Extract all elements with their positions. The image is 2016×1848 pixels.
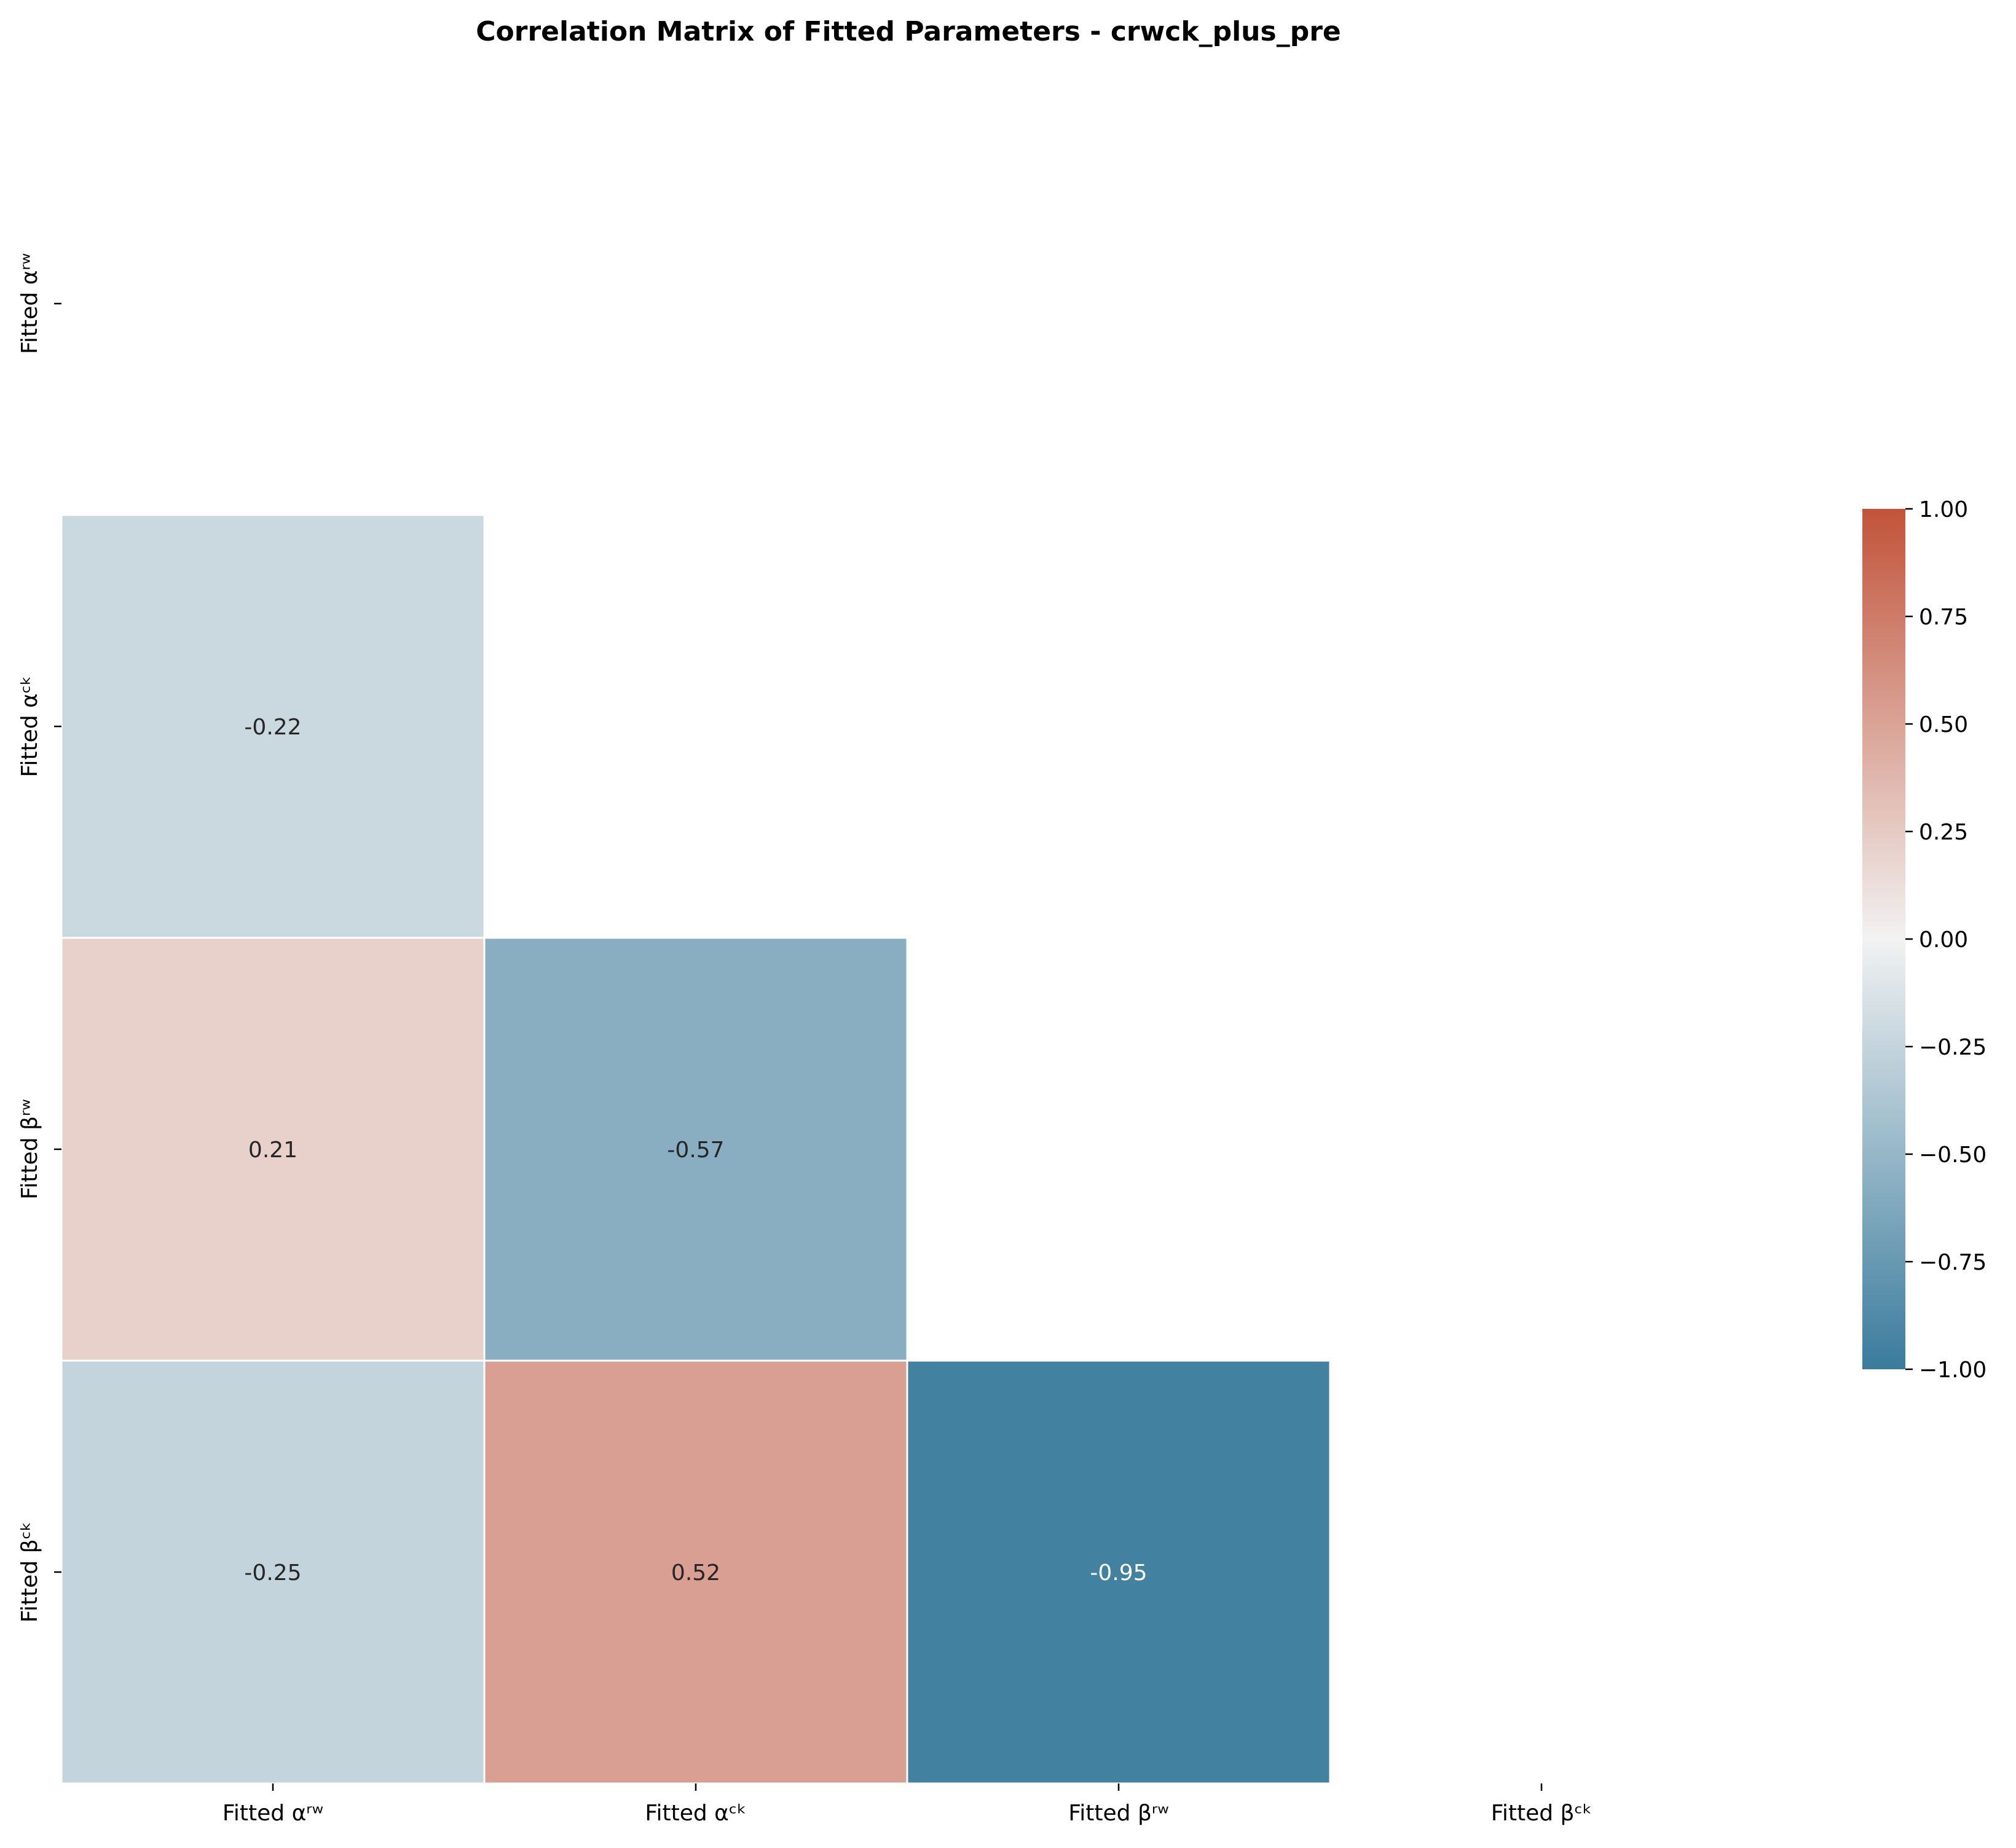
cell-value-label: 0.21	[248, 1138, 297, 1163]
heatmap-cell	[60, 937, 486, 1362]
y-tick-label: Fitted αʳʷ	[17, 253, 42, 354]
heatmap-cell	[483, 1359, 908, 1785]
colorbar-tick-label: −0.75	[1919, 1250, 1986, 1275]
colorbar-tick-label: 0.50	[1919, 712, 1968, 737]
cell-value-label: 0.52	[671, 1560, 720, 1586]
colorbar-tick-label: 0.75	[1919, 605, 1968, 630]
colorbar-tick-label: 0.25	[1919, 820, 1968, 845]
x-tick-label: Fitted βʳʷ	[1068, 1801, 1169, 1826]
colorbar-tick-label: −0.25	[1919, 1035, 1986, 1060]
y-axis-ticks: Fitted αʳʷ Fitted αᶜᵏ Fitted βʳʷ Fitted βᶜᵏ	[17, 253, 61, 1622]
heatmap-cell	[906, 1359, 1331, 1785]
colorbar-tick-label: −0.50	[1919, 1142, 1986, 1168]
x-axis-ticks: Fitted αʳʷ Fitted αᶜᵏ Fitted βʳʷ Fitted βᶜᵏ	[222, 1783, 1592, 1826]
x-tick-label: Fitted αᶜᵏ	[645, 1801, 746, 1826]
heatmap-cell	[483, 937, 908, 1362]
heatmap-cell	[60, 514, 486, 939]
x-tick-label: Fitted βᶜᵏ	[1491, 1801, 1592, 1826]
x-tick-label: Fitted αʳʷ	[222, 1801, 323, 1826]
y-tick-label: Fitted βᶜᵏ	[17, 1522, 42, 1622]
colorbar-gradient	[1862, 509, 1905, 1369]
colorbar-tick-label: 0.00	[1919, 927, 1968, 953]
colorbar: 1.00 0.75 0.50 0.25 0.00 −0.25 −0.50 −0.75 −1.00	[1862, 497, 1986, 1383]
chart-title: Correlation Matrix of Fitted Parameters …	[476, 16, 1341, 47]
colorbar-tick-label: 1.00	[1919, 497, 1968, 522]
cell-value-label: -0.95	[1090, 1560, 1147, 1586]
heatmap-cells: -0.22 0.21 -0.57 -0.25 0.52 -0.95	[60, 514, 1331, 1785]
y-tick-label: Fitted βʳʷ	[17, 1099, 42, 1200]
cell-value-label: -0.25	[244, 1560, 301, 1586]
cell-value-label: -0.57	[667, 1138, 724, 1163]
cell-value-label: -0.22	[244, 715, 301, 740]
y-tick-label: Fitted αᶜᵏ	[17, 675, 42, 777]
heatmap-cell	[60, 1359, 486, 1785]
colorbar-tick-label: −1.00	[1919, 1358, 1986, 1383]
